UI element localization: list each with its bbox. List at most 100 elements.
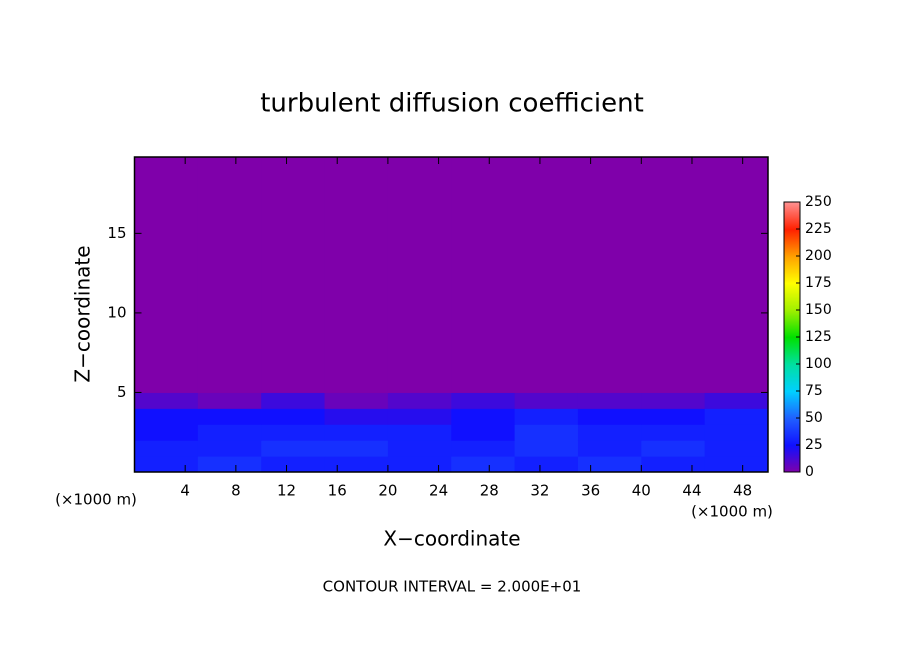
colorbar-segment xyxy=(784,410,800,413)
field-cell xyxy=(451,440,516,457)
field-cell xyxy=(514,440,579,457)
colorbar-segment xyxy=(784,326,800,329)
field-cell xyxy=(134,408,199,425)
field-cell xyxy=(641,456,706,473)
field-cell xyxy=(197,440,262,457)
field-cell xyxy=(451,157,516,393)
field-cell xyxy=(577,424,642,441)
field-cell xyxy=(134,157,199,393)
colorbar-tick-label: 175 xyxy=(805,275,832,291)
colorbar-segment xyxy=(784,252,800,255)
field-cell xyxy=(514,456,579,473)
colorbar-segment xyxy=(784,312,800,315)
colorbar-segment xyxy=(784,318,800,321)
colorbar-segment xyxy=(784,420,800,423)
field-cell xyxy=(577,392,642,409)
x-tick-label: 20 xyxy=(378,482,397,500)
colorbar-segment xyxy=(784,288,800,291)
y-tick-label: 5 xyxy=(117,383,127,401)
colorbar-segment xyxy=(784,220,800,223)
colorbar-segment xyxy=(784,222,800,225)
colorbar-segment xyxy=(784,418,800,421)
colorbar-segment xyxy=(784,426,800,429)
x-tick-label: 48 xyxy=(733,482,752,500)
field-cell xyxy=(197,392,262,409)
colorbar-segment xyxy=(784,360,800,363)
field-cell xyxy=(134,456,199,473)
colorbar-segment xyxy=(784,284,800,287)
colorbar-segment xyxy=(784,442,800,445)
colorbar-segment xyxy=(784,260,800,263)
colorbar-segment xyxy=(784,402,800,405)
plot-frame xyxy=(133,156,769,473)
field-cell xyxy=(197,408,262,425)
colorbar-segment xyxy=(784,470,800,473)
field-cell xyxy=(261,424,326,441)
x-tick-label: 36 xyxy=(581,482,600,500)
colorbar-segment xyxy=(784,204,800,207)
colorbar-segment xyxy=(784,228,800,231)
colorbar-segment xyxy=(784,322,800,325)
colorbar-segment xyxy=(784,262,800,265)
field-cell xyxy=(387,424,452,441)
colorbar-segment xyxy=(784,364,800,367)
colorbar-segment xyxy=(784,430,800,433)
x-tick-label: 8 xyxy=(231,482,241,500)
colorbar-segment xyxy=(784,242,800,245)
colorbar-segment xyxy=(784,388,800,391)
field-cell xyxy=(514,424,579,441)
field-cell xyxy=(704,408,769,425)
colorbar-segment xyxy=(784,298,800,301)
colorbar-tick-label: 100 xyxy=(805,356,832,372)
colorbar-segment xyxy=(784,434,800,437)
field-cell xyxy=(324,392,389,409)
field-cell xyxy=(451,456,516,473)
field-cell xyxy=(577,408,642,425)
colorbar-segment xyxy=(784,368,800,371)
colorbar-segment xyxy=(784,440,800,443)
colorbar-segment xyxy=(784,250,800,253)
colorbar-segment xyxy=(784,328,800,331)
colorbar-segment xyxy=(784,380,800,383)
colorbar-segment xyxy=(784,210,800,213)
colorbar-segment xyxy=(784,428,800,431)
chart-title: turbulent diffusion coefficient xyxy=(260,89,644,119)
colorbar-segment xyxy=(784,248,800,251)
colorbar-segment xyxy=(784,208,800,211)
footer-note: CONTOUR INTERVAL = 2.000E+01 xyxy=(323,578,582,596)
field-cell xyxy=(641,408,706,425)
field-cell xyxy=(704,157,769,393)
colorbar-segment xyxy=(784,296,800,299)
field-cell xyxy=(387,408,452,425)
colorbar-segment xyxy=(784,238,800,241)
colorbar-tick-label: 0 xyxy=(805,464,814,480)
colorbar-segment xyxy=(784,400,800,403)
colorbar-segment xyxy=(784,444,800,447)
colorbar-segment xyxy=(784,290,800,293)
colorbar-segment xyxy=(784,452,800,455)
colorbar-segment xyxy=(784,436,800,439)
field-cell xyxy=(451,424,516,441)
y-tick-label: 10 xyxy=(107,303,126,321)
colorbar-segment xyxy=(784,270,800,273)
colorbar-segment xyxy=(784,274,800,277)
colorbar-segment xyxy=(784,446,800,449)
field-cell xyxy=(641,157,706,393)
field-cell xyxy=(387,157,452,393)
colorbar-segment xyxy=(784,268,800,271)
colorbar-segment xyxy=(784,314,800,317)
colorbar-segment xyxy=(784,414,800,417)
colorbar-segment xyxy=(784,384,800,387)
colorbar-segment xyxy=(784,206,800,209)
colorbar-segment xyxy=(784,224,800,227)
x-tick-label: 4 xyxy=(180,482,190,500)
colorbar-segment xyxy=(784,460,800,463)
field-cell xyxy=(197,424,262,441)
x-tick-label: 24 xyxy=(429,482,448,500)
colorbar-segment xyxy=(784,320,800,323)
field-cell xyxy=(134,440,199,457)
colorbar-segment xyxy=(784,454,800,457)
x-tick-label: 40 xyxy=(632,482,651,500)
colorbar-segment xyxy=(784,372,800,375)
field-cell xyxy=(514,392,579,409)
